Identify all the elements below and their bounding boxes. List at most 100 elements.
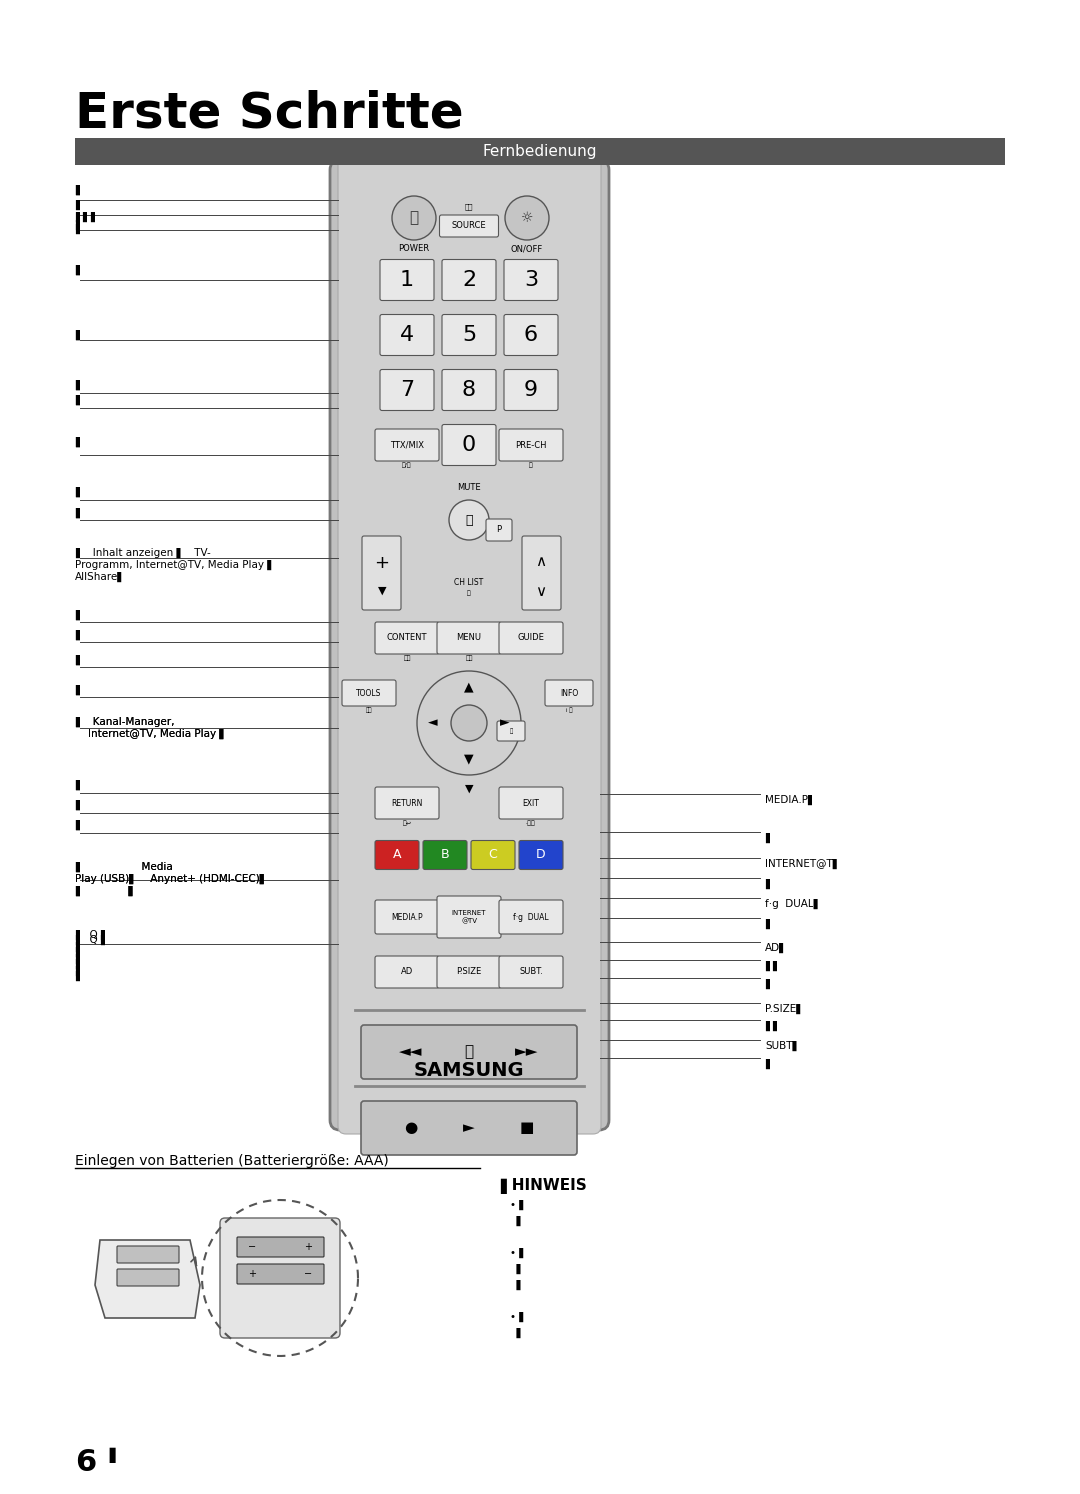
- Circle shape: [449, 500, 489, 539]
- Text: A: A: [393, 849, 402, 862]
- Circle shape: [392, 196, 436, 241]
- Text: Einlegen von Batterien (Batteriergröße: AAA): Einlegen von Batterien (Batteriergröße: …: [75, 1153, 389, 1168]
- Text: 🔇: 🔇: [465, 514, 473, 526]
- FancyBboxPatch shape: [375, 956, 438, 988]
- Text: ▌: ▌: [75, 330, 83, 341]
- FancyBboxPatch shape: [437, 896, 501, 938]
- Text: ⏸: ⏸: [464, 1044, 473, 1059]
- Text: 0: 0: [462, 435, 476, 456]
- Circle shape: [417, 671, 521, 775]
- Text: -⬛⬛: -⬛⬛: [526, 820, 536, 826]
- Text: ⬛⬛: ⬛⬛: [465, 654, 473, 660]
- Text: ▌                  Media
Play (USB)▌    Anynet+ (HDMI-CEC)▌
▌              ▌: ▌ Media Play (USB)▌ Anynet+ (HDMI-CEC)▌ …: [75, 862, 268, 896]
- FancyBboxPatch shape: [117, 1268, 179, 1286]
- Text: ▌: ▌: [75, 264, 83, 275]
- Text: EXIT: EXIT: [523, 798, 539, 807]
- Text: ON/OFF: ON/OFF: [511, 244, 543, 252]
- Text: ▌: ▌: [765, 878, 773, 889]
- Text: ▲: ▲: [464, 680, 474, 693]
- Text: −: −: [303, 1268, 312, 1279]
- Text: −: −: [248, 1242, 256, 1252]
- Text: B: B: [441, 849, 449, 862]
- Text: ▌   Kanal-Manager,
    Internet@TV, Media Play ▌: ▌ Kanal-Manager, Internet@TV, Media Play…: [75, 717, 228, 740]
- Text: AD: AD: [401, 968, 414, 977]
- FancyBboxPatch shape: [499, 956, 563, 988]
- FancyBboxPatch shape: [442, 424, 496, 466]
- Text: ▌   Kanal-Manager,
    Internet@TV, Media Play ▌: ▌ Kanal-Manager, Internet@TV, Media Play…: [75, 717, 228, 740]
- Text: ●: ●: [404, 1120, 418, 1135]
- Text: PRE-CH: PRE-CH: [515, 441, 546, 450]
- Text: MEDIA.P: MEDIA.P: [391, 913, 422, 922]
- FancyBboxPatch shape: [375, 841, 419, 870]
- Text: i ⬛: i ⬛: [566, 707, 572, 713]
- Text: ▌: ▌: [75, 780, 83, 790]
- Text: Erste Schritte: Erste Schritte: [75, 90, 463, 137]
- FancyBboxPatch shape: [442, 315, 496, 356]
- Text: 7: 7: [400, 379, 414, 400]
- Circle shape: [451, 705, 487, 741]
- Text: ▌: ▌: [765, 832, 773, 843]
- FancyBboxPatch shape: [471, 841, 515, 870]
- Text: ▌: ▌: [75, 799, 83, 810]
- Text: ▌: ▌: [75, 264, 83, 275]
- Text: ▌: ▌: [75, 654, 83, 665]
- Text: MENU: MENU: [457, 633, 482, 642]
- Text: TTX/MIX: TTX/MIX: [390, 441, 424, 450]
- Text: INTERNET@T▌: INTERNET@T▌: [765, 859, 840, 870]
- Text: • ▌: • ▌: [510, 1312, 527, 1322]
- FancyBboxPatch shape: [486, 518, 512, 541]
- FancyBboxPatch shape: [375, 622, 438, 654]
- FancyBboxPatch shape: [497, 722, 525, 741]
- Text: MEDIA.P▌: MEDIA.P▌: [765, 795, 816, 805]
- Text: Fernbedienung: Fernbedienung: [483, 143, 597, 158]
- FancyBboxPatch shape: [361, 1025, 577, 1079]
- FancyBboxPatch shape: [442, 260, 496, 300]
- FancyBboxPatch shape: [522, 536, 561, 610]
- Text: 5: 5: [462, 326, 476, 345]
- Text: ▌: ▌: [75, 487, 83, 498]
- Text: ▌: ▌: [75, 330, 83, 341]
- FancyBboxPatch shape: [442, 369, 496, 411]
- Text: 6: 6: [75, 1448, 96, 1478]
- Text: ⬛⬛: ⬛⬛: [464, 203, 473, 211]
- Text: ⬛⬛: ⬛⬛: [403, 654, 410, 660]
- FancyBboxPatch shape: [117, 1246, 179, 1262]
- FancyBboxPatch shape: [504, 369, 558, 411]
- Text: 3: 3: [524, 270, 538, 290]
- Text: ∨: ∨: [536, 584, 546, 599]
- Text: ▌: ▌: [75, 780, 83, 790]
- Text: ▌HINWEIS: ▌HINWEIS: [500, 1177, 586, 1194]
- FancyBboxPatch shape: [362, 536, 401, 610]
- Text: 1: 1: [400, 270, 414, 290]
- Text: ◄◄: ◄◄: [400, 1044, 422, 1059]
- FancyBboxPatch shape: [499, 429, 563, 462]
- Text: INFO: INFO: [559, 689, 578, 698]
- Text: • ▌: • ▌: [510, 1200, 527, 1210]
- Text: CH LIST: CH LIST: [455, 578, 484, 587]
- Text: ▌: ▌: [75, 630, 83, 641]
- FancyBboxPatch shape: [440, 215, 499, 238]
- Text: ⬛: ⬛: [468, 590, 471, 596]
- Text: ▌: ▌: [75, 820, 83, 831]
- Polygon shape: [95, 1240, 200, 1318]
- Text: ☼: ☼: [521, 211, 534, 226]
- Text: ▌▌: ▌▌: [765, 961, 781, 971]
- Text: C: C: [488, 849, 498, 862]
- Text: • ▌: • ▌: [510, 1247, 527, 1258]
- Text: ▌: ▌: [75, 630, 83, 641]
- Text: ∧: ∧: [536, 553, 546, 569]
- Text: 4: 4: [400, 326, 414, 345]
- Text: ▌: ▌: [75, 610, 83, 620]
- FancyBboxPatch shape: [437, 956, 501, 988]
- Text: f·g  DUAL▌: f·g DUAL▌: [765, 899, 822, 910]
- Text: P.SIZE▌: P.SIZE▌: [765, 1004, 805, 1014]
- Text: MUTE: MUTE: [457, 483, 481, 492]
- Text: f·g  DUAL: f·g DUAL: [513, 913, 549, 922]
- Text: ▌: ▌: [510, 1328, 525, 1339]
- Text: ▌: ▌: [75, 820, 83, 831]
- Text: ▌: ▌: [765, 1059, 773, 1070]
- Text: ►►: ►►: [515, 1044, 539, 1059]
- FancyBboxPatch shape: [375, 787, 438, 819]
- Text: ▌: ▌: [75, 438, 83, 447]
- Text: +: +: [303, 1242, 312, 1252]
